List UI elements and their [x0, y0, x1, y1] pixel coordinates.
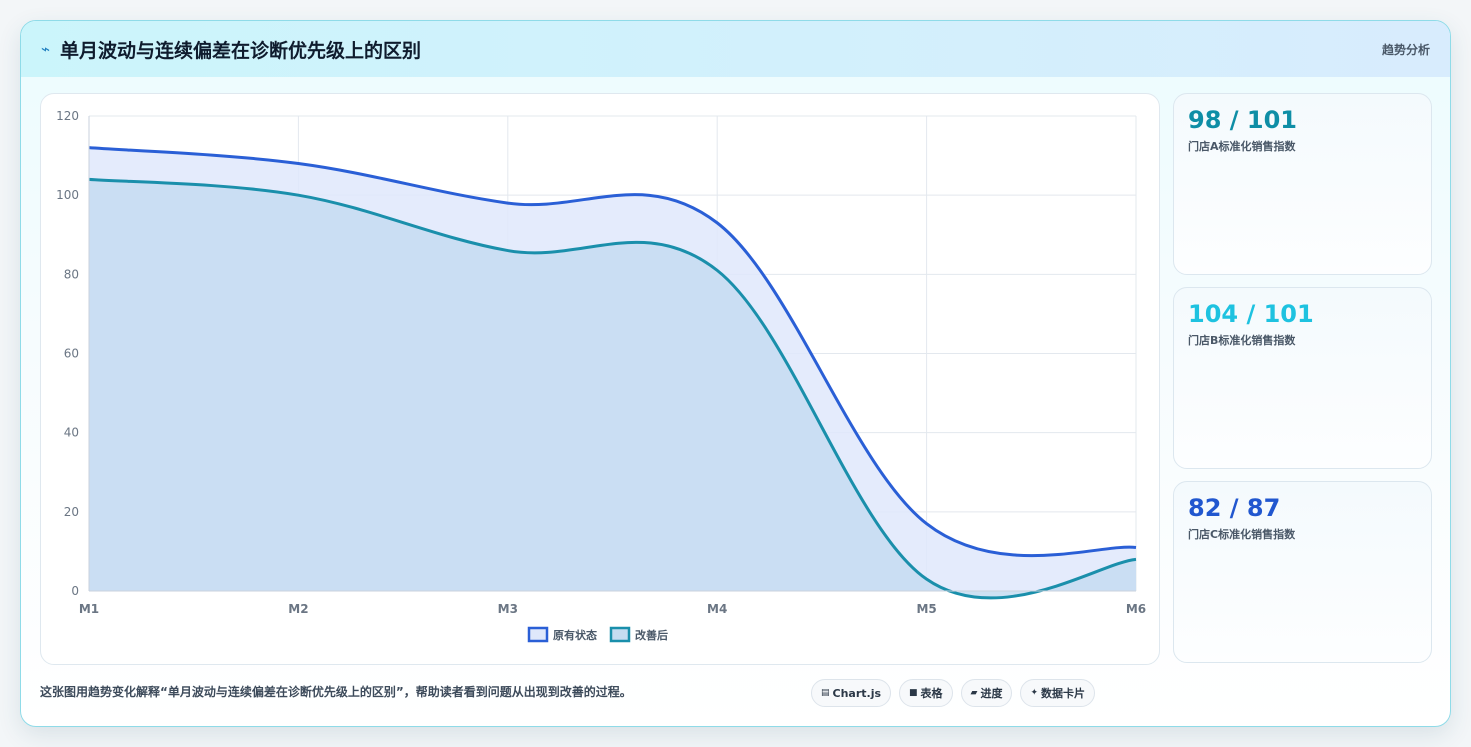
- chip-label: Chart.js: [832, 686, 882, 700]
- y-tick-label: 60: [64, 347, 79, 361]
- chip-datacard[interactable]: ✦ 数据卡片: [1020, 679, 1096, 707]
- chip-label: 数据卡片: [1041, 687, 1086, 700]
- legend-swatch-1: [609, 626, 631, 643]
- kpi-value: 82 / 87: [1188, 494, 1281, 522]
- legend-swatch-0: [527, 626, 549, 643]
- kpi-label: 门店B标准化销售指数: [1188, 334, 1296, 347]
- y-tick-label: 40: [64, 426, 79, 440]
- page-title: 单月波动与连续偏差在诊断优先级上的区别: [60, 39, 422, 62]
- kpi-value: 98 / 101: [1188, 106, 1297, 134]
- y-tick-label: 80: [64, 267, 79, 281]
- chip-table[interactable]: ■ 表格: [899, 679, 953, 707]
- x-tick-label: M1: [79, 602, 99, 616]
- y-tick-label: 120: [56, 109, 79, 123]
- chip-chartjs[interactable]: ▤ Chart.js: [811, 679, 892, 707]
- x-tick-label: M6: [1126, 602, 1146, 616]
- x-tick-label: M5: [916, 602, 936, 616]
- progress-icon: ▰: [970, 688, 978, 698]
- card: ⌁ 单月波动与连续偏差在诊断优先级上的区别 趋势分析 0 20 40 60 80 100 1…: [20, 20, 1451, 727]
- kpi-value: 104 / 101: [1188, 300, 1314, 328]
- x-tick-label: M3: [498, 602, 518, 616]
- table-icon: ■: [909, 688, 918, 698]
- area-chart: 0 20 40 60 80 100 120 M1 M2 M3 M4 M5 M6 原有状态 改善后: [56, 109, 1146, 643]
- kpi-card-c: 82 / 87 门店C标准化销售指数: [1173, 481, 1432, 663]
- kpi-label: 门店A标准化销售指数: [1188, 140, 1296, 153]
- series-area-1: [89, 179, 1136, 598]
- chip-row: ▤ Chart.js ■ 表格 ▰ 进度 ✦ 数据卡片: [811, 679, 1096, 707]
- header-tag: 趋势分析: [1381, 42, 1430, 57]
- lightning-icon: ⌁: [41, 40, 51, 58]
- sparkle-icon: ✦: [1030, 688, 1039, 698]
- card-header: ⌁ 单月波动与连续偏差在诊断优先级上的区别 趋势分析: [21, 21, 1450, 77]
- chart-panel: 0 20 40 60 80 100 120 M1 M2 M3 M4 M5 M6 原有状态 改善后: [40, 93, 1160, 665]
- x-tick-label: M2: [288, 602, 308, 616]
- legend-label-1: 改善后: [635, 628, 668, 642]
- y-tick-label: 100: [56, 188, 79, 202]
- kpi-card-a: 98 / 101 门店A标准化销售指数: [1173, 93, 1432, 275]
- kpi-label: 门店C标准化销售指数: [1188, 528, 1296, 541]
- chip-progress[interactable]: ▰ 进度: [960, 679, 1013, 707]
- y-tick-label: 20: [64, 505, 79, 519]
- x-tick-label: M4: [707, 602, 727, 616]
- legend-label-0: 原有状态: [553, 628, 597, 642]
- kpi-card-b: 104 / 101 门店B标准化销售指数: [1173, 287, 1432, 469]
- series-line-0: [88, 146, 1137, 558]
- chip-label: 表格: [920, 687, 943, 700]
- chart-icon: ▤: [821, 688, 830, 698]
- chart-caption: 这张图用趋势变化解释“单月波动与连续偏差在诊断优先级上的区别”，帮助读者看到问题…: [40, 685, 632, 699]
- chip-label: 进度: [980, 687, 1003, 700]
- y-tick-label: 0: [71, 584, 79, 598]
